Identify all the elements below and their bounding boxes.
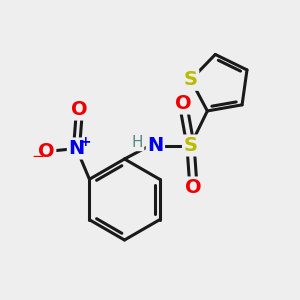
Text: N: N — [68, 139, 85, 158]
Text: S: S — [184, 70, 198, 89]
Text: S: S — [184, 136, 197, 155]
Text: O: O — [185, 178, 202, 197]
Text: H: H — [132, 135, 143, 150]
Text: N: N — [147, 136, 164, 155]
Text: +: + — [79, 135, 91, 149]
Text: −: − — [32, 149, 44, 164]
Text: O: O — [71, 100, 88, 119]
Text: O: O — [38, 142, 55, 161]
Text: O: O — [175, 94, 191, 113]
